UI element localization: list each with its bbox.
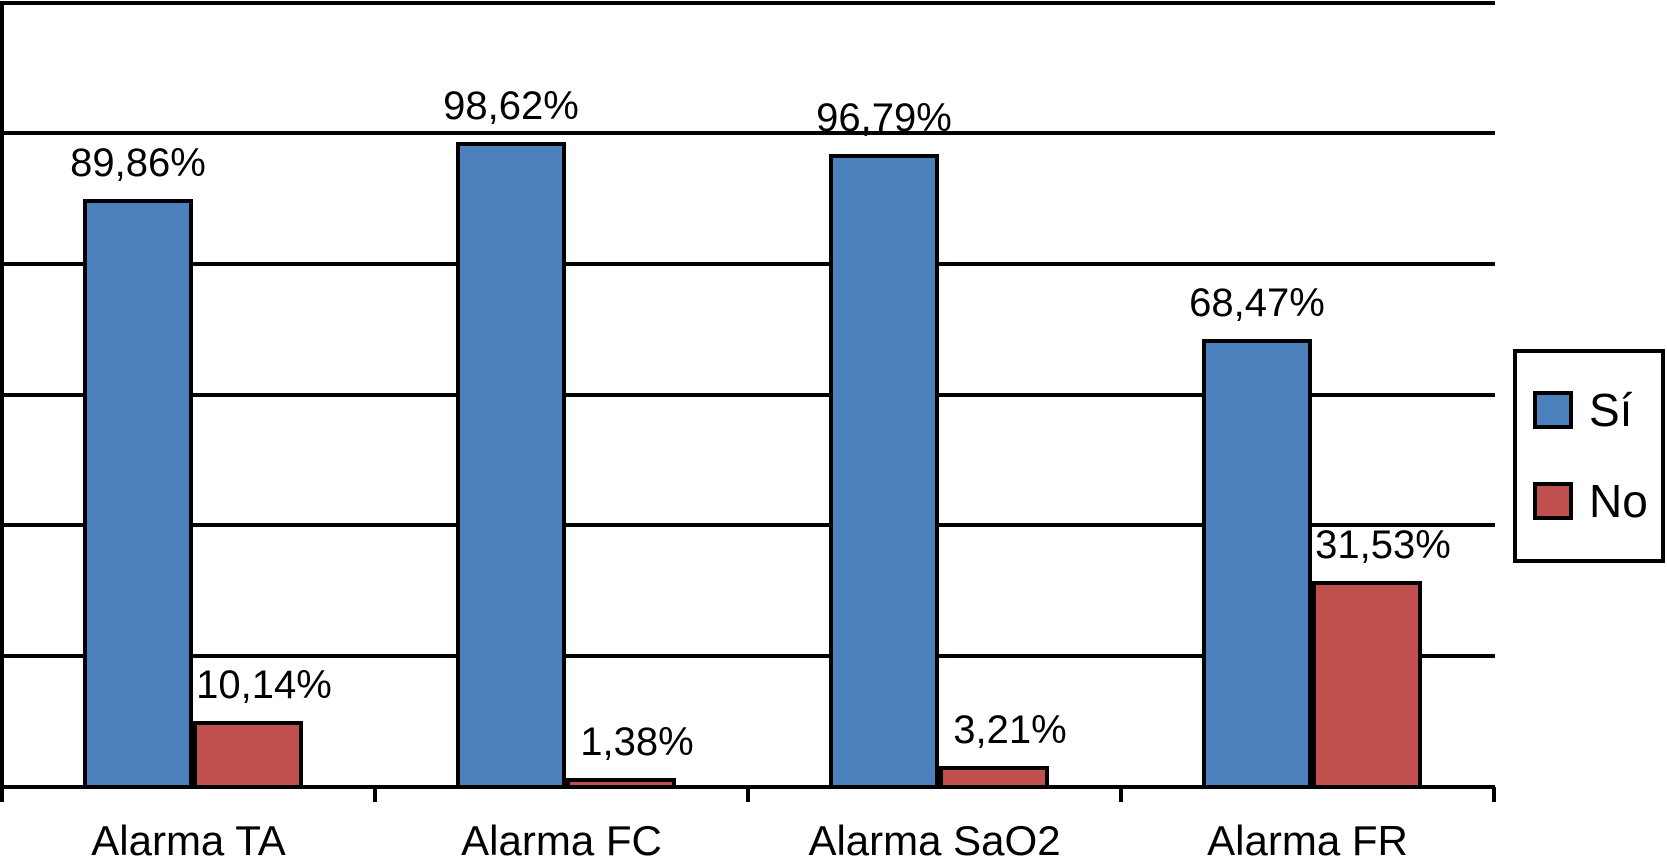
y-axis-line <box>0 1 4 802</box>
value-label-no-alarma-ta: 10,14% <box>196 662 332 707</box>
legend-label-si: Sí <box>1589 384 1633 436</box>
x-axis-tick-0 <box>0 787 4 802</box>
x-axis-tick-3 <box>1119 787 1123 802</box>
value-label-si-alarma-ta: 89,86% <box>70 141 206 186</box>
legend-label-no: No <box>1589 475 1648 527</box>
value-label-no-alarma-fc: 1,38% <box>580 719 694 764</box>
category-label-alarma-fr: Alarma FR <box>1207 817 1408 864</box>
gridline-40 <box>2 523 1495 528</box>
category-label-alarma-ta: Alarma TA <box>91 817 286 864</box>
legend: Sí No <box>1513 349 1665 563</box>
legend-item-si: Sí <box>1533 385 1632 435</box>
bar-no-alarma-fr <box>1312 580 1422 789</box>
legend-item-no: No <box>1533 476 1648 526</box>
gridline-60 <box>2 392 1495 397</box>
legend-swatch-si-icon <box>1533 391 1573 429</box>
value-label-no-alarma-sao2: 3,21% <box>953 708 1067 752</box>
value-label-si-alarma-fc: 98,62% <box>443 83 579 128</box>
category-label-alarma-fc: Alarma FC <box>461 817 662 864</box>
bar-no-alarma-ta <box>193 720 303 789</box>
bar-si-alarma-ta <box>83 199 193 789</box>
gridline-20 <box>2 654 1495 659</box>
bar-si-alarma-sao2 <box>829 153 939 789</box>
category-label-alarma-sao2: Alarma SaO2 <box>808 817 1061 864</box>
bar-si-alarma-fr <box>1202 339 1312 789</box>
x-axis-tick-4 <box>1492 787 1496 802</box>
gridline-80 <box>2 261 1495 266</box>
plot-top-border <box>0 1 1495 5</box>
value-label-si-alarma-fr: 68,47% <box>1189 281 1325 326</box>
x-axis-tick-2 <box>746 787 750 802</box>
bar-si-alarma-fc <box>456 141 566 789</box>
value-label-si-alarma-sao2: 96,79% <box>816 95 952 140</box>
legend-swatch-no-icon <box>1533 482 1573 520</box>
gridline-100 <box>2 130 1495 135</box>
value-label-no-alarma-fr: 31,53% <box>1315 522 1451 567</box>
x-axis-tick-1 <box>373 787 377 802</box>
